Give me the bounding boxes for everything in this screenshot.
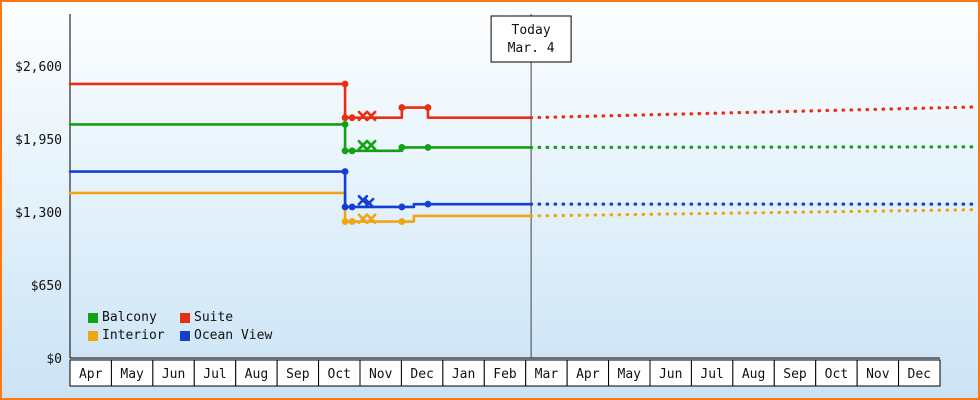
legend: Balcony Suite Interior Ocean View [88, 310, 273, 343]
series-dot [341, 114, 349, 122]
today-box-line2: Mar. 4 [508, 41, 555, 56]
series-dot [348, 218, 356, 225]
legend-label-ocean-view: Ocean View [194, 328, 273, 343]
month-cell [400, 359, 444, 387]
month-label: Oct [328, 367, 351, 382]
legend-swatch-balcony [88, 313, 98, 323]
series-line-suite [68, 82, 533, 119]
month-cell [898, 359, 941, 387]
month-label: Jan [452, 367, 475, 382]
legend-item-suite: Suite [180, 310, 272, 325]
legend-item-interior: Interior [88, 328, 180, 343]
series-x-marker [357, 139, 369, 151]
series-dot [348, 203, 356, 211]
series-x-marker [365, 213, 377, 225]
month-label: Jun [162, 367, 185, 382]
month-cell [649, 359, 692, 387]
month-label: Jun [659, 367, 682, 382]
series-line-balcony [68, 123, 533, 153]
month-label: May [120, 367, 144, 382]
series-dot [424, 144, 432, 151]
month-cell [525, 359, 568, 387]
month-cell [442, 359, 485, 387]
month-label: Jul [203, 367, 226, 382]
month-label: Aug [245, 367, 268, 382]
month-label: Dec [908, 367, 931, 382]
month-cell [152, 359, 195, 387]
month-label: Apr [79, 367, 103, 382]
month-cell [483, 359, 527, 387]
series-x-marker [357, 194, 369, 206]
legend-item-balcony: Balcony [88, 310, 180, 325]
legend-label-balcony: Balcony [102, 310, 157, 325]
series-x-marker [365, 110, 377, 122]
today-box [490, 15, 572, 63]
series-dot [424, 104, 432, 111]
series-dot [341, 168, 349, 175]
month-label: May [618, 367, 642, 382]
month-cell [856, 359, 900, 387]
series-dot [341, 121, 349, 128]
month-label: Apr [576, 367, 600, 382]
series-dot [341, 80, 349, 88]
month-cell [815, 359, 858, 387]
month-label: Jul [700, 367, 723, 382]
today-box-line1: Today [512, 23, 551, 38]
month-cell [318, 359, 361, 387]
month-cell [690, 359, 734, 387]
series-dot [424, 200, 432, 208]
month-label: Feb [493, 367, 517, 382]
month-label: Mar [535, 367, 559, 382]
series-dot [341, 203, 349, 211]
series-x-marker [365, 139, 377, 151]
legend-swatch-suite [180, 313, 190, 323]
legend-label-interior: Interior [102, 328, 165, 343]
series-line-ocean-view [68, 170, 533, 209]
series-dot [348, 147, 356, 155]
y-tick-label: $0 [46, 352, 62, 367]
month-cell [732, 359, 775, 387]
y-tick-label: $1,300 [15, 206, 62, 221]
month-cell [193, 359, 237, 387]
month-label: Dec [410, 367, 433, 382]
series-dot [398, 218, 406, 225]
series-dot [398, 144, 406, 151]
series-x-marker [357, 110, 369, 122]
series-dot [348, 114, 356, 122]
month-cell [276, 359, 320, 387]
month-label: Sep [783, 367, 807, 382]
month-label: Aug [742, 367, 765, 382]
series-dot [341, 218, 349, 225]
month-label: Oct [825, 367, 848, 382]
legend-item-ocean-view: Ocean View [180, 328, 273, 343]
y-tick-label: $1,950 [15, 133, 62, 148]
y-tick-label: $2,600 [15, 60, 62, 75]
month-cell [359, 359, 402, 387]
series-dot [398, 203, 406, 211]
legend-swatch-ocean-view [180, 331, 190, 341]
legend-swatch-interior [88, 331, 98, 341]
month-cell [110, 359, 154, 387]
series-dot [341, 147, 349, 155]
forecast-line-suite [529, 105, 975, 120]
month-label: Nov [369, 367, 393, 382]
month-cell [566, 359, 610, 387]
y-tick-label: $650 [31, 279, 62, 294]
series-dot [398, 104, 406, 111]
forecast-line-balcony [529, 145, 975, 150]
legend-label-suite: Suite [194, 310, 234, 325]
series-x-marker [357, 213, 369, 225]
series-line-interior [68, 191, 533, 223]
series-x-marker [363, 197, 375, 209]
month-label: Sep [286, 367, 310, 382]
month-label: Nov [866, 367, 890, 382]
forecast-line-interior [529, 208, 975, 218]
